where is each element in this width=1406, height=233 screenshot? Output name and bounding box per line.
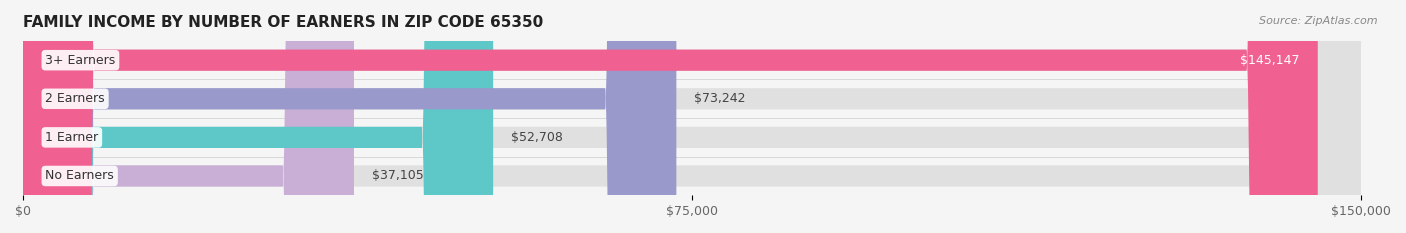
FancyBboxPatch shape	[22, 0, 676, 233]
Text: No Earners: No Earners	[45, 169, 114, 182]
FancyBboxPatch shape	[22, 0, 1361, 233]
Text: $73,242: $73,242	[695, 92, 745, 105]
FancyBboxPatch shape	[22, 0, 1361, 233]
FancyBboxPatch shape	[22, 0, 1317, 233]
FancyBboxPatch shape	[22, 0, 354, 233]
FancyBboxPatch shape	[22, 0, 494, 233]
FancyBboxPatch shape	[22, 0, 1361, 233]
Text: Source: ZipAtlas.com: Source: ZipAtlas.com	[1260, 16, 1378, 26]
Text: $52,708: $52,708	[510, 131, 562, 144]
Text: $145,147: $145,147	[1240, 54, 1301, 67]
Text: 2 Earners: 2 Earners	[45, 92, 105, 105]
Text: $37,105: $37,105	[371, 169, 423, 182]
Text: 1 Earner: 1 Earner	[45, 131, 98, 144]
Text: FAMILY INCOME BY NUMBER OF EARNERS IN ZIP CODE 65350: FAMILY INCOME BY NUMBER OF EARNERS IN ZI…	[22, 15, 543, 30]
Text: 3+ Earners: 3+ Earners	[45, 54, 115, 67]
FancyBboxPatch shape	[22, 0, 1361, 233]
